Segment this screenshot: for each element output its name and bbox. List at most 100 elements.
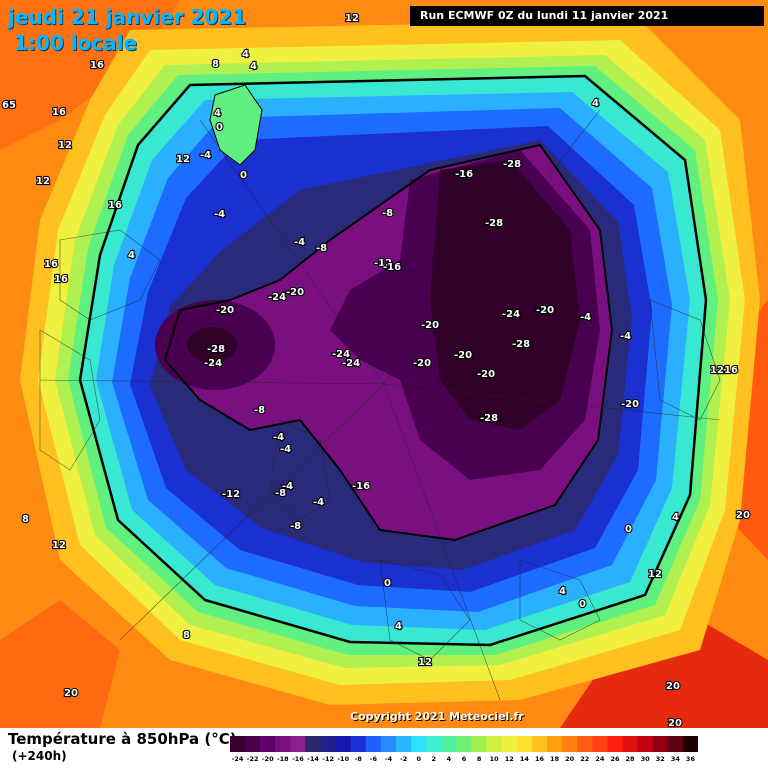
map-canvas: 16 12 4 8 4 65 16 12 4 0 -4 4 12 12 16 1… xyxy=(0,0,768,728)
isotherm-minus20 xyxy=(163,143,614,542)
map-label: -16 xyxy=(383,262,401,273)
map-label: 12 xyxy=(345,13,359,24)
legend-tick-label: 2 xyxy=(432,755,437,763)
legend-tick-label: 32 xyxy=(656,755,665,763)
map-label: -20 xyxy=(477,369,495,380)
map-label: 4 xyxy=(559,586,566,597)
map-label: 16 xyxy=(54,274,68,285)
map-label: -20 xyxy=(621,399,639,410)
map-label: 0 xyxy=(240,170,247,181)
map-label: 8 xyxy=(183,630,190,641)
legend-tick-label: 26 xyxy=(610,755,620,763)
legend-swatch xyxy=(501,736,518,752)
legend-tick-label: -12 xyxy=(322,755,334,763)
map-label: -20 xyxy=(421,320,439,331)
map-label: 4 xyxy=(250,61,257,72)
legend-swatch xyxy=(486,736,503,752)
legend-tick-label: 16 xyxy=(535,755,545,763)
legend-tick-label: -2 xyxy=(400,755,407,763)
legend-tick-label: 34 xyxy=(671,755,681,763)
legend-tick-label: -6 xyxy=(370,755,378,763)
legend-swatch xyxy=(456,736,473,752)
legend-swatch xyxy=(652,736,669,752)
legend-swatch xyxy=(275,736,291,752)
legend-subtitle: (+240h) xyxy=(12,749,67,763)
map-label: -28 xyxy=(512,339,530,350)
legend-swatch xyxy=(365,736,382,752)
map-label: 8 xyxy=(212,59,219,70)
map-label: 4 xyxy=(395,621,402,632)
map-label: -28 xyxy=(480,413,498,424)
map-label: -8 xyxy=(316,243,327,254)
legend-tick-label: -14 xyxy=(307,755,319,763)
map-label: -4 xyxy=(313,497,324,508)
map-label: -24 xyxy=(502,309,520,320)
legend-swatch xyxy=(396,736,412,752)
copyright-text: Copyright 2021 Meteociel.fr xyxy=(350,710,524,723)
map-label: -20 xyxy=(286,287,304,298)
cold-core-west xyxy=(187,327,237,363)
map-label: -24 xyxy=(268,292,286,303)
legend-swatch xyxy=(607,736,624,752)
map-label: 8 xyxy=(22,514,29,525)
map-label: -28 xyxy=(485,218,503,229)
map-label: 12 xyxy=(418,657,432,668)
map-label: -4 xyxy=(214,209,225,220)
legend-swatch xyxy=(380,736,397,752)
map-label: 16 xyxy=(108,200,122,211)
legend-swatch xyxy=(637,736,654,752)
legend-swatch xyxy=(230,736,246,752)
temperature-map: 16 12 4 8 4 65 16 12 4 0 -4 4 12 12 16 1… xyxy=(0,0,768,728)
map-label: 12 xyxy=(710,365,724,376)
legend-swatch xyxy=(350,736,367,752)
legend-tick-label: 28 xyxy=(626,755,636,763)
legend-tick-label: 24 xyxy=(595,755,605,763)
map-label: -24 xyxy=(332,349,350,360)
forecast-time-title: 1:00 locale xyxy=(14,31,138,55)
map-label: -16 xyxy=(352,481,370,492)
legend-tick-label: 36 xyxy=(686,755,696,763)
legend-tick-label: 8 xyxy=(477,755,482,763)
map-label: 16 xyxy=(90,60,104,71)
legend-swatch xyxy=(577,736,593,752)
legend-swatch xyxy=(335,736,352,752)
map-label: -20 xyxy=(536,305,554,316)
warm-patch-sw xyxy=(0,600,120,728)
legend-tick-label: 18 xyxy=(550,755,560,763)
map-label: 20 xyxy=(668,718,682,728)
legend-tick-label: -8 xyxy=(355,755,363,763)
map-label: 12 xyxy=(176,154,190,165)
isotherm-0 xyxy=(78,74,708,647)
map-label: -8 xyxy=(275,488,286,499)
legend-tick-label: 14 xyxy=(520,755,530,763)
legend-swatch xyxy=(320,736,337,752)
map-label: -16 xyxy=(455,169,473,180)
map-label: 4 xyxy=(672,512,679,523)
legend-tick-label: -16 xyxy=(292,755,304,763)
map-label: -8 xyxy=(290,521,301,532)
map-label: -20 xyxy=(216,305,234,316)
model-run-info: Run ECMWF 0Z du lundi 11 janvier 2021 xyxy=(410,6,764,26)
map-label: 12 xyxy=(58,140,72,151)
legend-swatch xyxy=(516,736,533,752)
map-label: -28 xyxy=(503,159,521,170)
band-minus28 xyxy=(430,160,580,430)
map-label: -4 xyxy=(273,432,284,443)
legend-title: Température à 850hPa (°C) xyxy=(8,730,237,748)
forecast-date-title: jeudi 21 janvier 2021 xyxy=(8,5,247,29)
legend-tick-label: 6 xyxy=(462,755,467,763)
legend-swatch xyxy=(426,736,442,752)
map-label: -4 xyxy=(620,331,631,342)
legend-swatch xyxy=(471,736,488,752)
legend-swatch xyxy=(682,736,698,752)
map-label-group: 16 12 4 8 4 65 16 12 4 0 -4 4 12 12 16 1… xyxy=(1,12,751,728)
map-label: 16 xyxy=(52,107,66,118)
map-label: 4 xyxy=(128,250,135,261)
map-label: -24 xyxy=(342,358,360,369)
legend-tick-label: -4 xyxy=(385,755,393,763)
legend-tick-label: -10 xyxy=(337,755,349,763)
map-label: -4 xyxy=(282,481,293,492)
map-label: 20 xyxy=(736,510,750,521)
map-label: -8 xyxy=(254,405,265,416)
legend-tick-label: 12 xyxy=(505,755,514,763)
